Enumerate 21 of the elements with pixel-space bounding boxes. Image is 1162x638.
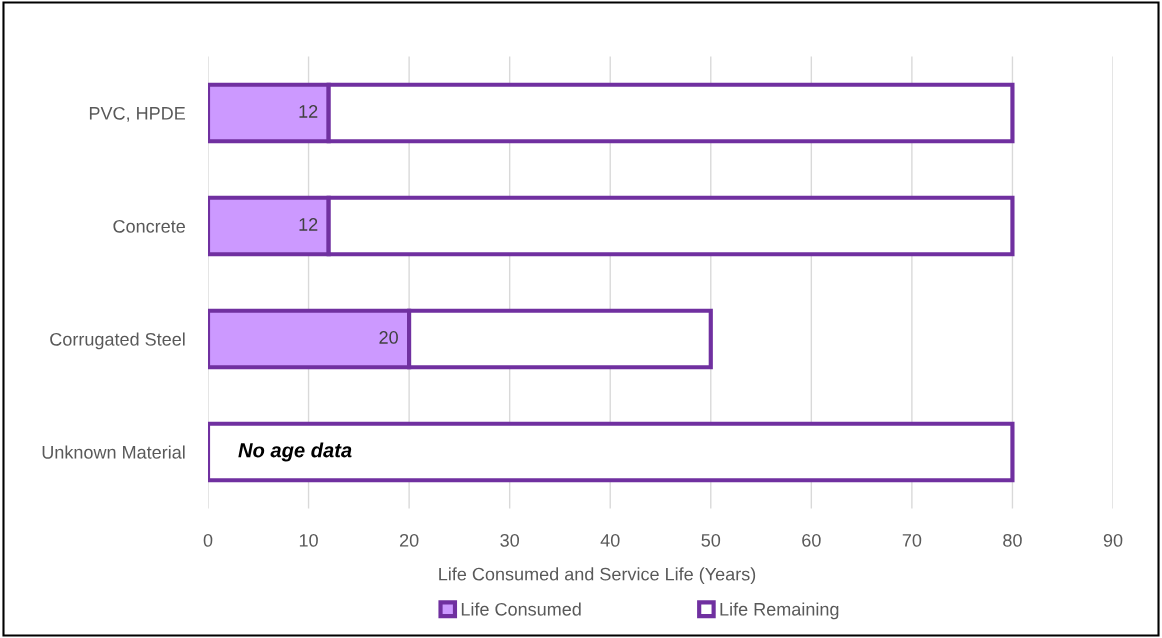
y-tick-label: PVC, HPDE: [89, 106, 185, 122]
x-tick-label: 70: [902, 533, 922, 547]
x-tick-label: 60: [802, 533, 821, 547]
x-tick-label: 90: [1103, 533, 1123, 547]
x-tick-label: 40: [600, 533, 620, 547]
x-axis-title: Life Consumed and Service Life (Years): [439, 567, 756, 585]
x-tick-label: 20: [399, 533, 419, 547]
x-tick-label: 50: [701, 533, 721, 547]
x-tick-label: 30: [500, 533, 519, 547]
x-tick-label: 80: [1003, 533, 1022, 547]
x-tick-label: 10: [299, 533, 318, 547]
x-tick-label: 0: [203, 533, 213, 547]
data-label: 12: [299, 105, 318, 118]
y-tick-label: Unknown Material: [42, 445, 185, 459]
y-tick-label: Corrugated Steel: [50, 332, 185, 350]
legend-label: Life Remaining: [720, 602, 839, 620]
data-label: 12: [299, 218, 318, 231]
data-label: 20: [379, 331, 398, 344]
legend-label: Life Consumed: [461, 602, 581, 616]
y-tick-label: Concrete: [113, 219, 185, 233]
annotation: No age data: [238, 442, 352, 462]
